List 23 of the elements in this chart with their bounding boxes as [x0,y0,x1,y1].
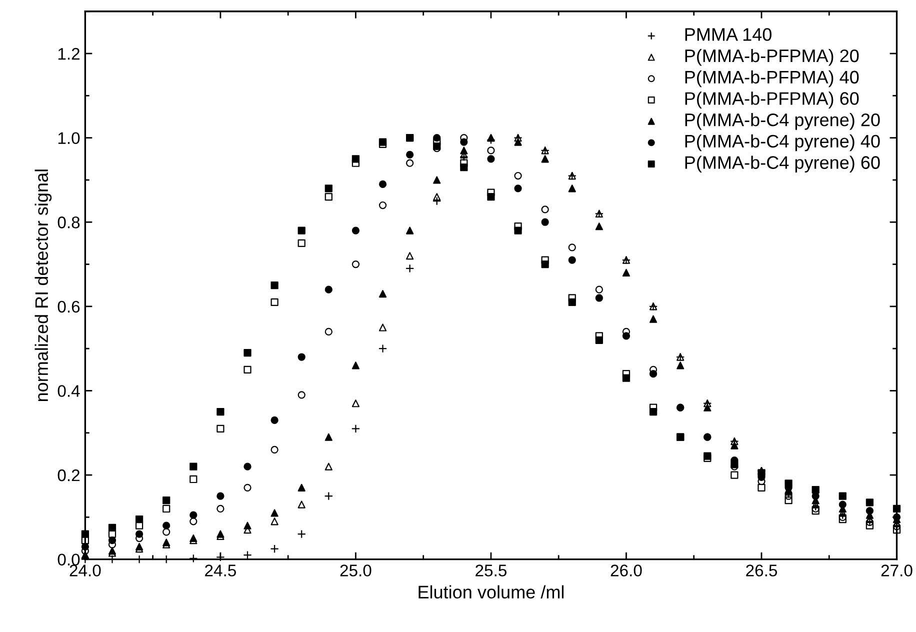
y-tick-label: 0.6 [58,300,80,313]
x-tick-label: 24.5 [205,564,236,576]
y-tick-label: 1.0 [58,132,80,144]
x-tick-label: 24.0 [70,564,101,576]
x-tick-label: 26.0 [610,564,642,576]
y-axis-title: normalized RI detector signal [34,170,52,402]
x-tick-label: 27.0 [881,564,912,576]
legend-label: PMMA 140 [685,28,772,41]
legend-label: P(MMA-b-PFPMA) 20 [685,48,859,66]
legend-label: P(MMA-b-C4 pyrene) 40 [685,134,880,152]
legend-label: P(MMA-b-C4 pyrene) 60 [685,156,880,173]
y-tick-label: 0.4 [58,385,80,397]
legend-label: P(MMA-b-C4 pyrene) 20 [685,113,880,130]
x-tick-label: 25.0 [340,564,372,576]
x-axis-title: Elution volume /ml [418,585,564,599]
legend-label: P(MMA-b-PFPMA) 60 [685,92,859,108]
y-tick-label: 0.0 [58,554,80,566]
legend-label: P(MMA-b-PFPMA) 40 [685,70,859,88]
x-tick-label: 26.5 [746,564,778,576]
y-tick-label: 0.8 [58,216,80,228]
y-tick-label: 0.2 [58,469,80,482]
x-tick-label: 25.5 [476,564,506,576]
y-tick-label: 1.2 [58,48,80,60]
